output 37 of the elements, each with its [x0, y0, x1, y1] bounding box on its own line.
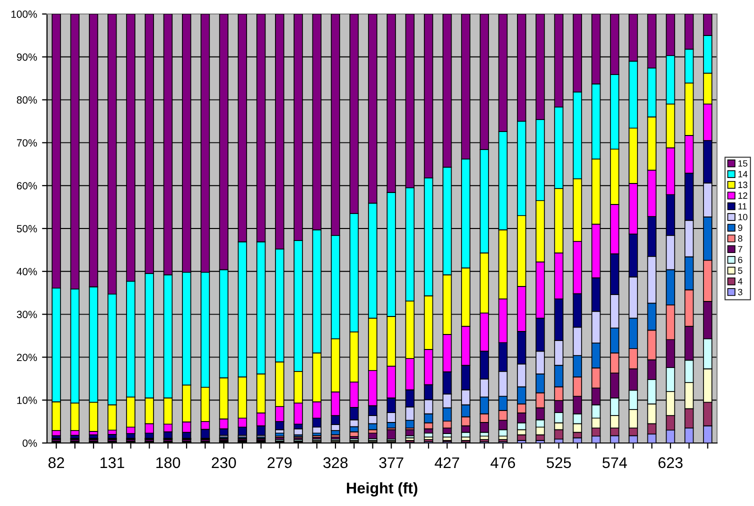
x-tick-label: 476 — [490, 457, 516, 468]
legend-label: 11 — [738, 203, 747, 210]
x-tick-label: 82 — [48, 457, 64, 468]
x-tick-label: 525 — [546, 457, 571, 468]
x-tick-label: 427 — [434, 457, 460, 468]
legend-label: 3 — [738, 288, 742, 296]
legend-label: 8 — [738, 235, 742, 242]
x-tick-label: 377 — [379, 457, 404, 468]
y-tick-label: 100% — [11, 10, 37, 18]
y-tick-label: 30% — [16, 310, 37, 318]
x-tick-label: 623 — [658, 457, 683, 468]
x-tick-label: 328 — [323, 457, 348, 468]
y-tick-label: 20% — [16, 354, 37, 362]
legend-label: 4 — [738, 278, 742, 284]
x-tick-label: 180 — [156, 457, 180, 468]
y-tick-label: 10% — [17, 396, 37, 404]
y-tick-label: 60% — [16, 182, 37, 190]
x-tick-label: 131 — [100, 457, 124, 468]
legend-label: 14 — [738, 171, 748, 178]
x-tick-label: 230 — [212, 457, 236, 468]
legend-label: 10 — [738, 214, 748, 220]
legend-label: 7 — [738, 246, 742, 252]
y-tick-label: 0% — [22, 440, 37, 447]
legend-label: 15 — [738, 160, 748, 167]
legend-label: 5 — [738, 268, 742, 274]
y-tick-label: 80% — [16, 96, 37, 104]
legend-label: 13 — [738, 182, 748, 188]
x-axis-title: Height (ft) — [346, 482, 418, 497]
legend-label: 6 — [738, 256, 742, 264]
x-tick-label: 279 — [268, 457, 292, 468]
y-tick-label: 40% — [16, 268, 37, 276]
legend-label: 9 — [738, 224, 742, 231]
y-tick-label: 90% — [16, 53, 37, 61]
x-tick-label: 574 — [602, 457, 627, 468]
y-tick-label: 70% — [16, 139, 37, 147]
y-tick-label: 50% — [16, 225, 37, 232]
legend-label: 12 — [738, 192, 748, 199]
